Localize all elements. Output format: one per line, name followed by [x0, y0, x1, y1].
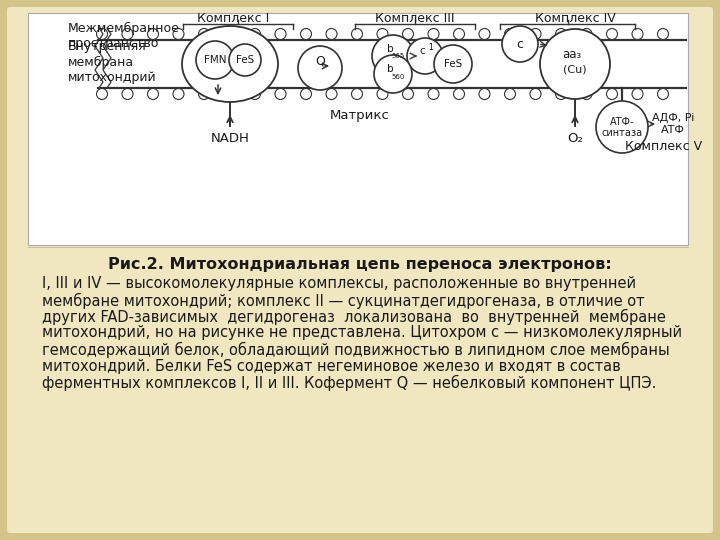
Text: FeS: FeS [444, 59, 462, 69]
Ellipse shape [122, 29, 133, 39]
Ellipse shape [556, 29, 567, 39]
Ellipse shape [632, 89, 643, 99]
Text: 560: 560 [391, 74, 405, 80]
Text: других FAD-зависимых  дегидрогеназ  локализована  во  внутренней  мембране: других FAD-зависимых дегидрогеназ локали… [42, 309, 666, 325]
Ellipse shape [540, 29, 610, 99]
Ellipse shape [530, 29, 541, 39]
Text: мембране митохондрий; комплекс II — сукцинатдегидрогеназа, в отличие от: мембране митохондрий; комплекс II — сукц… [42, 293, 644, 309]
Text: c: c [516, 37, 523, 51]
Ellipse shape [199, 89, 210, 99]
Ellipse shape [275, 89, 286, 99]
Ellipse shape [434, 45, 472, 83]
Text: Комплекс III: Комплекс III [375, 11, 455, 24]
Ellipse shape [96, 29, 107, 39]
Ellipse shape [224, 89, 235, 99]
Ellipse shape [402, 29, 413, 39]
Ellipse shape [657, 29, 668, 39]
Ellipse shape [505, 89, 516, 99]
Text: I, III и IV — высокомолекулярные комплексы, расположенные во внутренней: I, III и IV — высокомолекулярные комплек… [42, 276, 636, 291]
Ellipse shape [428, 29, 439, 39]
Ellipse shape [326, 29, 337, 39]
Ellipse shape [250, 89, 261, 99]
Ellipse shape [657, 89, 668, 99]
Ellipse shape [596, 101, 648, 153]
Ellipse shape [606, 89, 618, 99]
Ellipse shape [122, 89, 133, 99]
Ellipse shape [454, 29, 464, 39]
Ellipse shape [229, 44, 261, 76]
Ellipse shape [275, 29, 286, 39]
Ellipse shape [581, 89, 592, 99]
Ellipse shape [454, 89, 464, 99]
Text: Внутренняя
мембрана
митохондрий: Внутренняя мембрана митохондрий [68, 40, 157, 84]
Text: aa₃: aa₃ [562, 48, 582, 60]
Ellipse shape [402, 89, 413, 99]
Ellipse shape [351, 89, 362, 99]
Text: синтаза: синтаза [601, 128, 642, 138]
Ellipse shape [606, 29, 618, 39]
Text: Q: Q [315, 55, 325, 68]
Text: c: c [419, 46, 425, 56]
Ellipse shape [556, 89, 567, 99]
Ellipse shape [148, 89, 158, 99]
Ellipse shape [148, 29, 158, 39]
Ellipse shape [196, 41, 234, 79]
Text: Матрикс: Матрикс [330, 109, 390, 122]
Text: АДФ, Pi: АДФ, Pi [652, 113, 694, 123]
Ellipse shape [372, 35, 414, 77]
Ellipse shape [173, 29, 184, 39]
Text: Комплекс V: Комплекс V [626, 140, 703, 153]
Text: митохондрий, но на рисунке не представлена. Цитохром с — низкомолекулярный: митохондрий, но на рисунке не представле… [42, 326, 682, 341]
Ellipse shape [374, 55, 412, 93]
Text: Межмембранное
пространство: Межмембранное пространство [68, 22, 180, 50]
Ellipse shape [326, 89, 337, 99]
Text: b: b [387, 64, 393, 74]
Ellipse shape [224, 29, 235, 39]
Bar [28, 13, 688, 245]
Text: b: b [387, 44, 393, 54]
Text: АТФ-: АТФ- [610, 117, 634, 127]
Ellipse shape [182, 26, 278, 102]
Text: митохондрий. Белки FeS содержат негеминовое железо и входят в состав: митохондрий. Белки FeS содержат негемино… [42, 359, 621, 374]
Ellipse shape [173, 89, 184, 99]
Ellipse shape [479, 89, 490, 99]
Text: (Cu): (Cu) [563, 65, 587, 75]
Ellipse shape [250, 29, 261, 39]
Text: 1: 1 [428, 44, 433, 52]
Ellipse shape [298, 46, 342, 90]
Ellipse shape [300, 29, 312, 39]
Text: 565: 565 [392, 53, 405, 59]
Text: гемсодержащий белок, обладающий подвижностью в липидном слое мембраны: гемсодержащий белок, обладающий подвижно… [42, 342, 670, 358]
Text: ферментных комплексов I, II и III. Кофермент Q — небелковый компонент ЦПЭ.: ферментных комплексов I, II и III. Кофер… [42, 375, 657, 391]
Text: NADH: NADH [210, 132, 249, 145]
Ellipse shape [377, 89, 388, 99]
Ellipse shape [632, 29, 643, 39]
Text: Комплекс I: Комплекс I [197, 11, 269, 24]
Ellipse shape [530, 89, 541, 99]
Text: FMN: FMN [204, 55, 226, 65]
Ellipse shape [351, 29, 362, 39]
Text: FeS: FeS [236, 55, 254, 65]
Ellipse shape [502, 26, 538, 62]
FancyBboxPatch shape [7, 7, 713, 533]
Ellipse shape [300, 89, 312, 99]
Ellipse shape [428, 89, 439, 99]
Ellipse shape [377, 29, 388, 39]
Text: O₂: O₂ [567, 132, 583, 145]
Text: АТФ: АТФ [661, 125, 685, 135]
Text: Рис.2. Митохондриальная цепь переноса электронов:: Рис.2. Митохондриальная цепь переноса эл… [108, 257, 612, 272]
Ellipse shape [505, 29, 516, 39]
Ellipse shape [199, 29, 210, 39]
Ellipse shape [407, 38, 443, 74]
Text: Комплекс IV: Комплекс IV [535, 11, 616, 24]
Ellipse shape [581, 29, 592, 39]
Ellipse shape [96, 89, 107, 99]
Ellipse shape [479, 29, 490, 39]
